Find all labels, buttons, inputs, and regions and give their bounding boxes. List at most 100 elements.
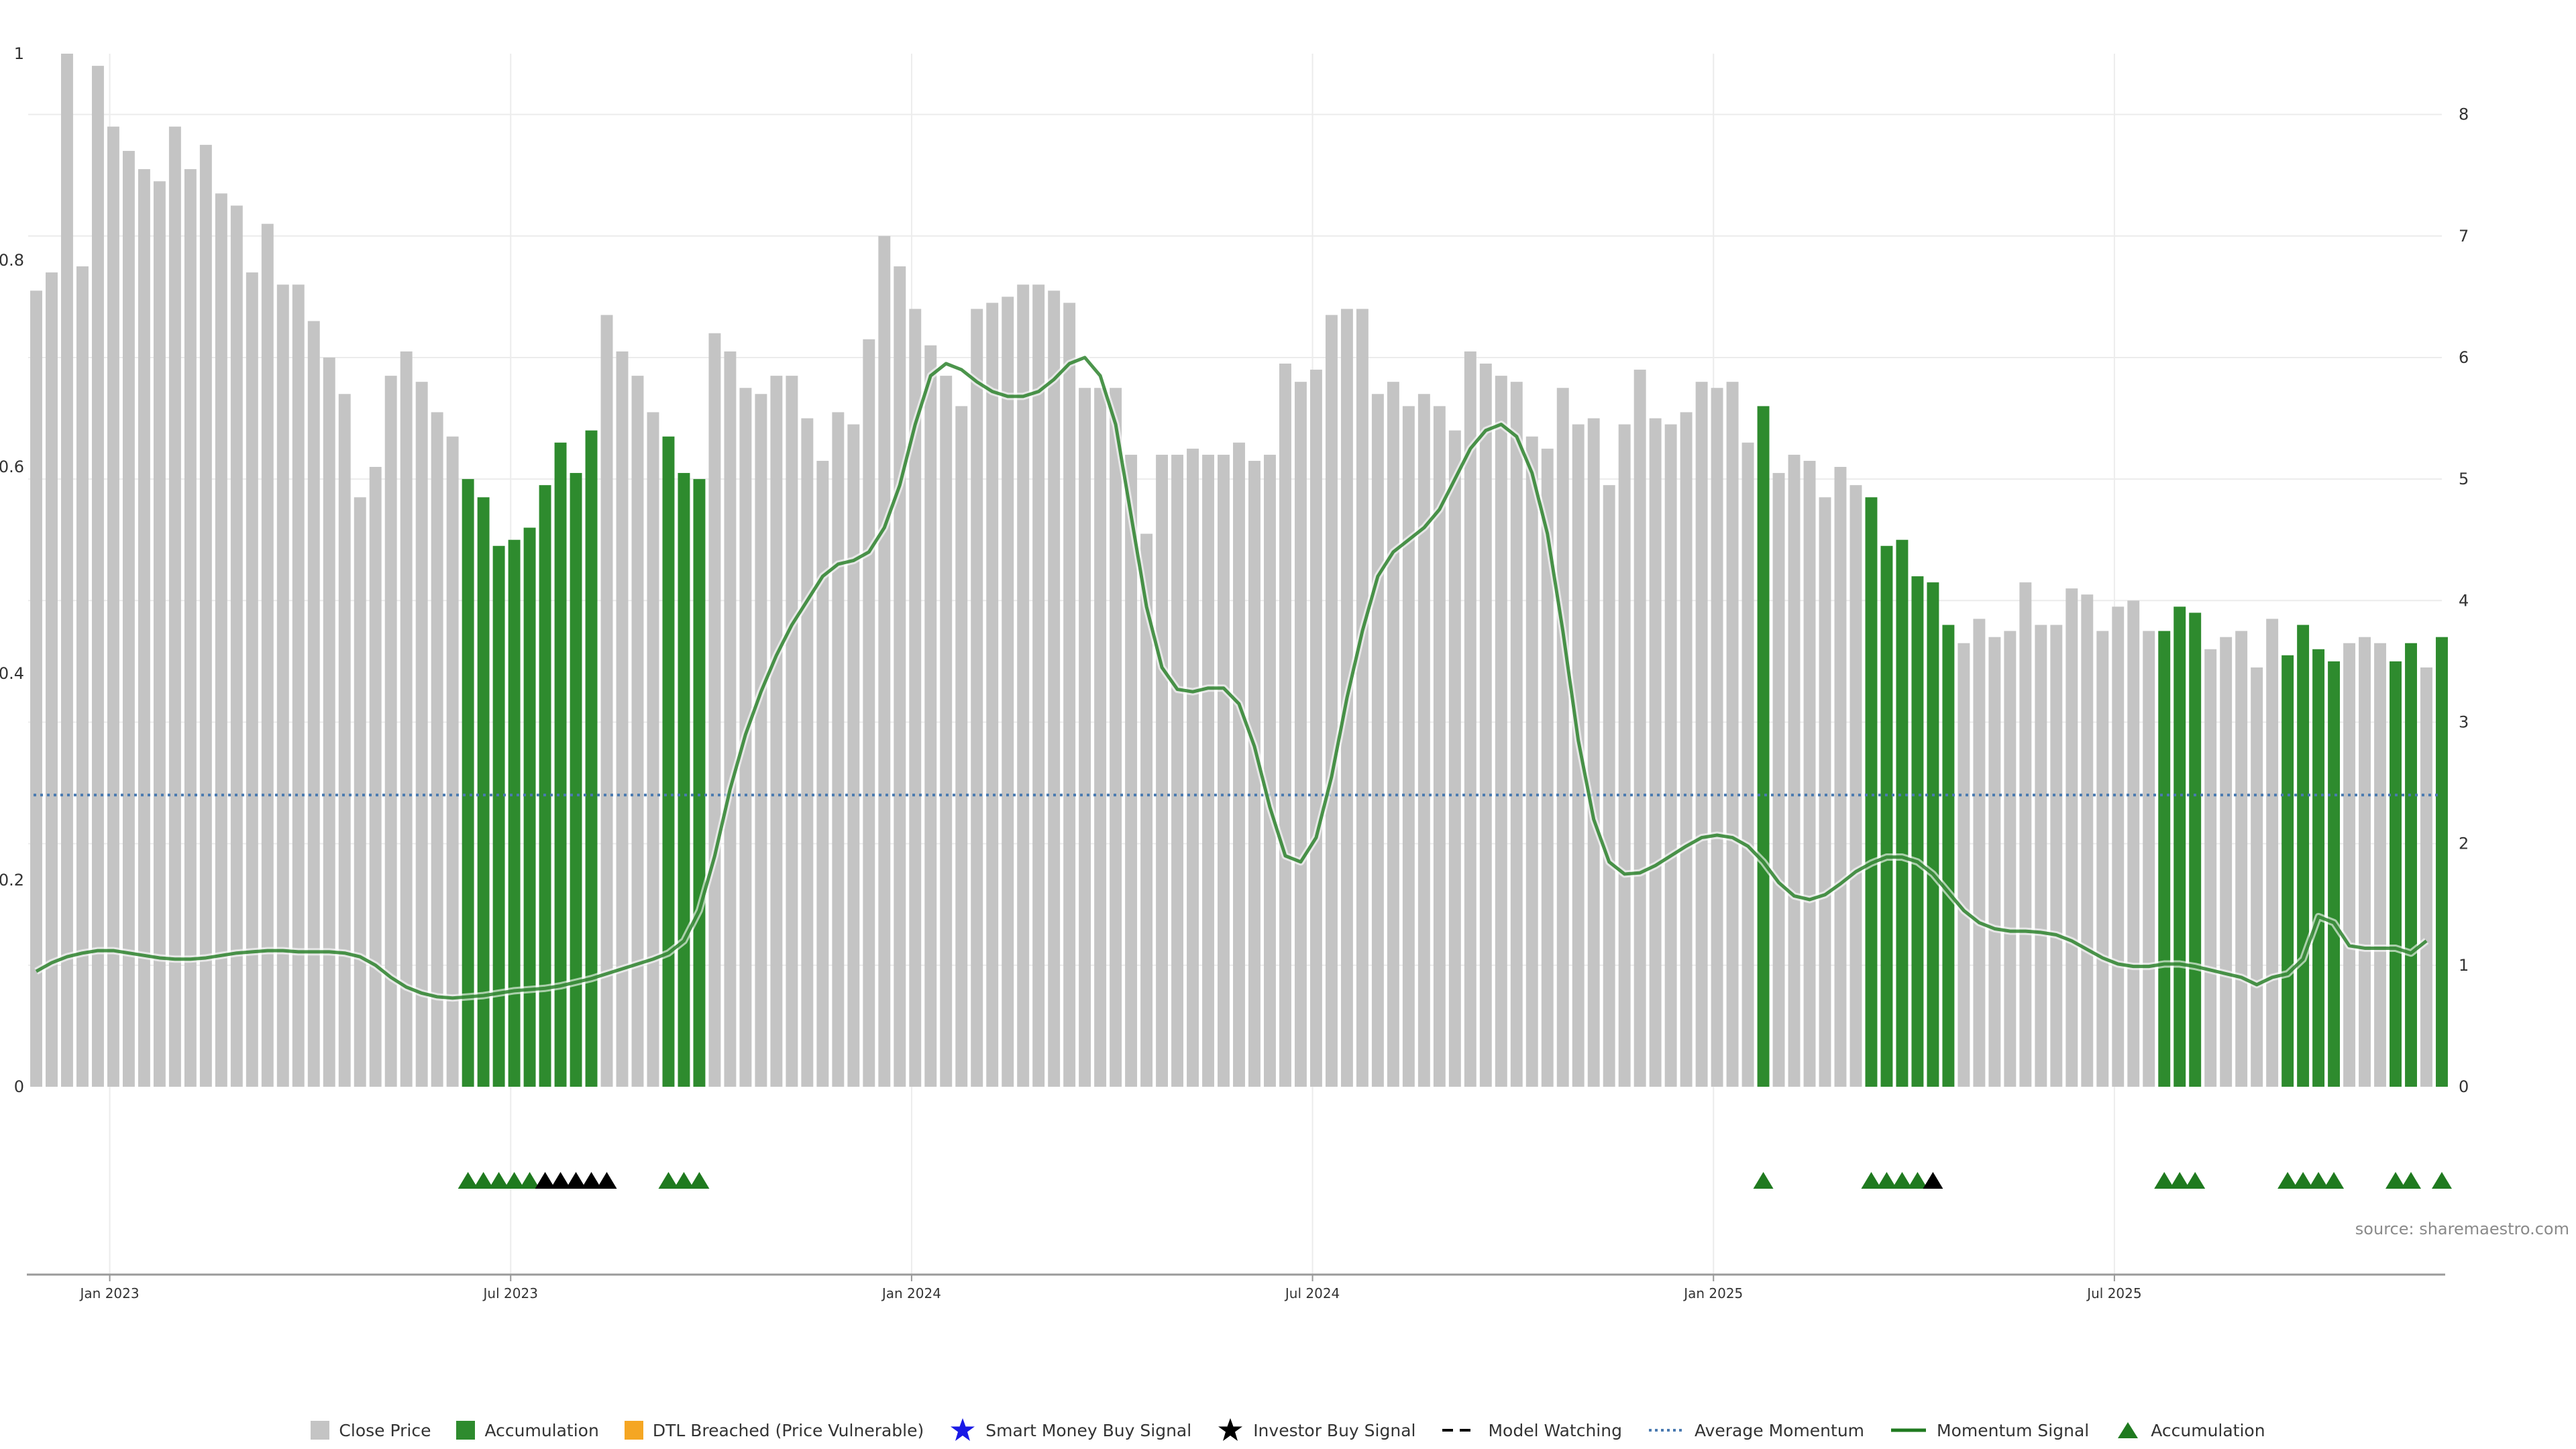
close-price-bar (2359, 637, 2371, 1087)
close-price-bar (631, 376, 644, 1087)
accumulation-marker (658, 1172, 679, 1189)
right-axis-tick: 8 (2459, 105, 2469, 124)
close-price-bar (122, 150, 135, 1087)
close-price-bar (1618, 424, 1631, 1087)
legend-label: DTL Breached (Price Vulnerable) (652, 1420, 924, 1440)
close-price-bar (2143, 631, 2155, 1087)
close-price-bar (1110, 388, 1122, 1087)
accumulation-bar (662, 436, 675, 1087)
investor-buy-marker (1923, 1172, 1943, 1189)
right-axis-tick: 7 (2459, 227, 2469, 246)
close-price-bar (61, 54, 73, 1087)
left-axis-tick: 0.6 (0, 458, 24, 476)
close-price-bar (1032, 284, 1045, 1087)
accumulation-marker (504, 1172, 525, 1189)
accumulation-bar (1896, 539, 1909, 1087)
close-price-bar (246, 272, 258, 1087)
close-price-bar (199, 144, 212, 1087)
close-price-bar (1294, 382, 1307, 1087)
accumulation-bar (2312, 649, 2325, 1087)
close-price-bar (323, 357, 335, 1087)
accumulation-bar (2390, 661, 2402, 1087)
close-price-bar (2112, 606, 2125, 1087)
close-price-bar (863, 339, 875, 1087)
close-price-bar (1233, 442, 1245, 1087)
legend-item: Investor Buy Signal (1217, 1417, 1415, 1444)
close-price-bar (1726, 382, 1739, 1087)
accumulation-bar (2328, 661, 2341, 1087)
close-price-bar (1510, 382, 1523, 1087)
close-price-bar (1187, 448, 1199, 1087)
right-axis-tick: 1 (2459, 956, 2469, 975)
accumulation-marker (2277, 1172, 2298, 1189)
left-axis-tick: 0.8 (0, 251, 24, 270)
close-price-bar (1309, 370, 1322, 1087)
close-price-bar (1356, 309, 1368, 1087)
close-price-bar (2374, 643, 2387, 1087)
close-price-bar (971, 309, 983, 1087)
close-price-bar (2235, 631, 2248, 1087)
close-price-bar (1973, 619, 1986, 1087)
legend-label: Model Watching (1488, 1420, 1622, 1440)
legend-label: Smart Money Buy Signal (985, 1420, 1192, 1440)
accumulation-bar (585, 430, 598, 1087)
accumulation-bar (492, 545, 505, 1087)
close-price-bar (924, 345, 937, 1087)
accumulation-marker (2185, 1172, 2206, 1189)
close-price-bar (1433, 406, 1446, 1087)
close-price-bar (338, 394, 351, 1087)
close-price-bar (2204, 649, 2217, 1087)
accumulation-bar (2405, 643, 2417, 1087)
close-price-bar (2220, 637, 2233, 1087)
left-axis-tick: 1 (14, 44, 24, 63)
close-price-bar (801, 418, 814, 1087)
legend-label: Average Momentum (1694, 1420, 1865, 1440)
accumulation-marker (1753, 1172, 1774, 1189)
legend-dotted-icon (1648, 1429, 1684, 1432)
close-price-bar (647, 412, 659, 1087)
legend-triangle-icon (2118, 1422, 2139, 1438)
close-price-bar (1063, 303, 1076, 1087)
close-price-bar (215, 193, 227, 1087)
investor-buy-marker (596, 1172, 617, 1189)
close-price-bar (384, 376, 397, 1087)
date-tick-label: Jul 2025 (2086, 1285, 2141, 1301)
close-price-bar (786, 376, 798, 1087)
investor-buy-marker (550, 1172, 571, 1189)
close-price-bar (1479, 364, 1492, 1087)
accumulation-marker (2293, 1172, 2314, 1189)
legend-label: Close Price (339, 1420, 431, 1440)
accumulation-marker (1861, 1172, 1882, 1189)
close-price-bar (1680, 412, 1693, 1087)
close-price-bar (1202, 454, 1214, 1087)
close-price-bar (168, 126, 181, 1087)
close-price-bar (940, 376, 953, 1087)
close-price-bar (755, 394, 767, 1087)
close-price-bar (2127, 600, 2140, 1087)
date-tick-label: Jan 2023 (79, 1285, 140, 1301)
legend-item: Average Momentum (1648, 1417, 1864, 1444)
legend-label: Accumulation (2151, 1420, 2265, 1440)
close-price-bar (2050, 625, 2063, 1087)
accumulation-bar (508, 539, 521, 1087)
close-price-bar (91, 66, 104, 1087)
close-price-bar (46, 272, 58, 1087)
close-price-bar (1788, 454, 1801, 1087)
accumulation-marker (2385, 1172, 2406, 1189)
legend-square-icon (456, 1421, 476, 1440)
left-axis-tick: 0 (14, 1077, 24, 1096)
accumulation-marker (689, 1172, 710, 1189)
close-price-bar (307, 321, 320, 1087)
close-price-bar (1248, 460, 1260, 1087)
legend-label: Investor Buy Signal (1253, 1420, 1416, 1440)
accumulation-bar (2189, 612, 2202, 1087)
legend-square-icon (624, 1421, 643, 1440)
close-price-bar (1664, 424, 1677, 1087)
close-price-bar (2266, 619, 2279, 1087)
legend-dash-icon (1442, 1429, 1478, 1432)
close-price-bar (369, 467, 382, 1087)
date-tick-label: Jul 2023 (482, 1285, 538, 1301)
close-price-bar (292, 284, 305, 1087)
close-price-bar (1988, 637, 2001, 1087)
accumulation-bar (2158, 631, 2171, 1087)
